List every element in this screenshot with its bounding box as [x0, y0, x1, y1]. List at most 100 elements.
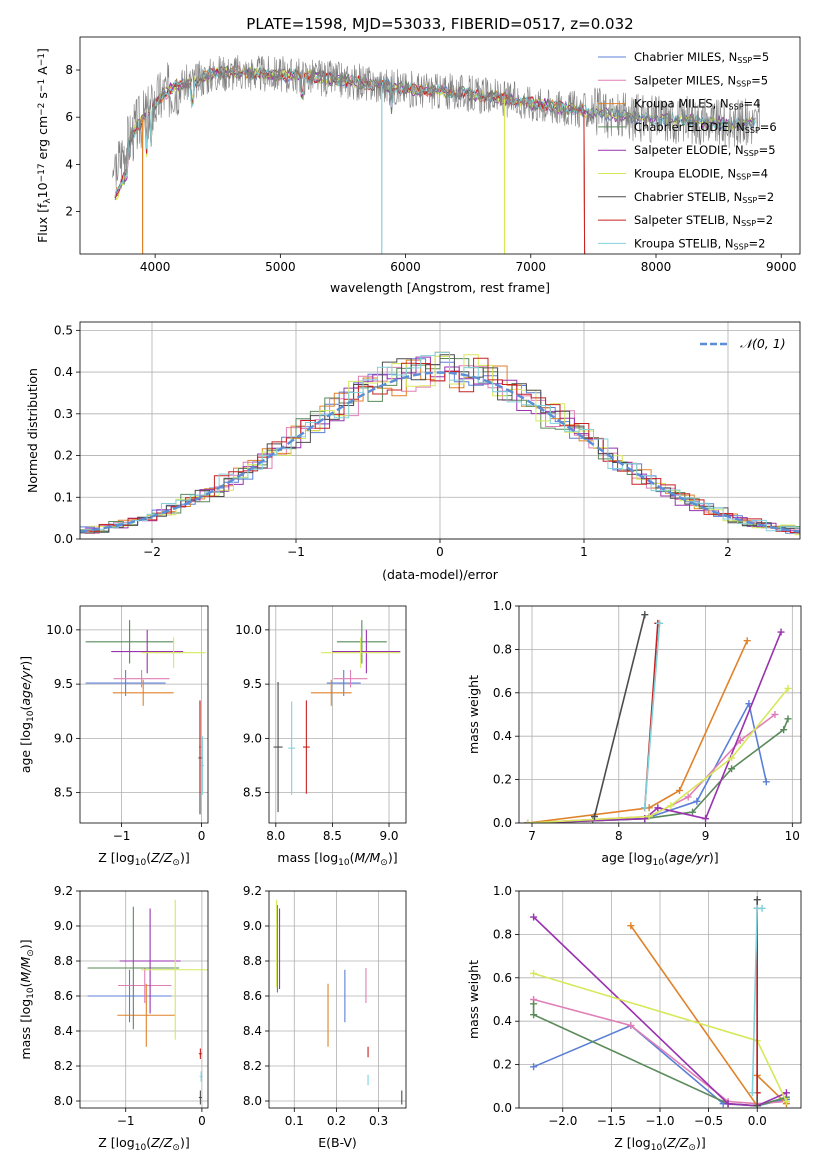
y-axis-label: mass weight: [466, 960, 481, 1039]
plot-area: [80, 351, 800, 536]
x-tick-label: 0.0: [748, 1114, 767, 1128]
y-tick-label: 10.0: [46, 623, 73, 637]
legend-label: Kroupa ELODIE, NSSP=4: [634, 167, 768, 182]
x-tick-label: 2: [724, 545, 732, 559]
axes-mass_vs_Z: −1 0 8.0 8.2 8.4 8.6 8.8 9.0 9.2 Z [log10(Z/Z⊙)] m…: [18, 884, 209, 1153]
marker-salpeter_elodie: [724, 1100, 732, 1108]
figure-title: PLATE=1598, MJD=53033, FIBERID=0517, z=0…: [246, 15, 633, 33]
y-tick-label: 0.4: [493, 1014, 512, 1028]
x-tick-label: 4000: [140, 260, 171, 274]
x-tick-label: 0.2: [327, 1114, 346, 1128]
axes-frame: [79, 890, 209, 1109]
x-tick-label: −2.0: [548, 1114, 577, 1128]
legend-label: Chabrier MILES, NSSP=5: [634, 50, 769, 65]
y-tick-label: 0.8: [493, 927, 512, 941]
y-tick-label: 6: [65, 110, 73, 124]
plot-area: [276, 899, 403, 1105]
x-tick-label: 0.3: [369, 1114, 388, 1128]
y-tick-label: 8.8: [243, 954, 262, 968]
x-tick-label: −0.5: [694, 1114, 723, 1128]
y-tick-label: 10.0: [235, 623, 262, 637]
legend-label: Kroupa STELIB, NSSP=2: [634, 236, 765, 251]
x-tick-label: −1: [287, 545, 305, 559]
x-tick-label: −2: [143, 545, 161, 559]
y-tick-label: 9.0: [54, 919, 73, 933]
axes-frame: [268, 605, 407, 824]
x-tick-label: 7000: [516, 260, 547, 274]
y-tick-label: 2: [65, 205, 73, 219]
marker-kroupa_elodie: [530, 969, 538, 977]
x-tick-label: 0: [436, 545, 444, 559]
marker-kroupa_stelib: [656, 619, 664, 627]
x-axis-label: Z [log10(Z/Z⊙)]: [98, 850, 189, 868]
x-tick-label: 9: [702, 829, 710, 843]
x-tick-label: 0: [198, 1114, 206, 1128]
marker-chabrier_elodie: [530, 1000, 538, 1008]
x-tick-label: 8.5: [323, 829, 342, 843]
y-tick-label: 0.8: [493, 642, 512, 656]
legend-label: Kroupa MILES, NSSP=4: [634, 97, 760, 112]
y-tick-label: 0.2: [54, 449, 73, 463]
marker-chabrier_stelib: [753, 896, 761, 904]
y-tick-label: 0.0: [54, 532, 73, 546]
marker-chabrier_miles: [693, 797, 701, 805]
x-tick-label: 8000: [641, 260, 672, 274]
y-tick-label: 8.2: [243, 1059, 262, 1073]
y-tick-label: 0.0: [493, 816, 512, 830]
legend: Chabrier MILES, NSSP=5 Salpeter MILES, NS…: [598, 50, 777, 252]
legend-label: 𝒩(0, 1): [740, 336, 786, 351]
y-tick-label: 0.6: [493, 686, 512, 700]
y-tick-label: 1.0: [493, 599, 512, 613]
axes-mass_weight_vs_age: 7 8 9 10 0.0 0.2 0.4 0.6 0.8 1.0 age [log10(age/yr…: [466, 599, 802, 868]
y-tick-label: 8.6: [54, 989, 73, 1003]
x-axis-label: age [log10(age/yr)]: [601, 850, 718, 868]
marker-salpeter_elodie: [654, 804, 662, 812]
hist-salpeter_stelib: [84, 357, 800, 533]
series-kroupa_stelib: [644, 623, 661, 808]
y-axis-label: mass weight: [466, 675, 481, 754]
normal-curve: [80, 371, 800, 533]
axes-frame: [268, 890, 407, 1109]
marker-kroupa_stelib: [748, 1089, 756, 1097]
marker-salpeter_miles: [684, 793, 692, 801]
axes-frame: [79, 36, 801, 255]
y-tick-label: 8.6: [243, 989, 262, 1003]
y-tick-label: 1.0: [493, 884, 512, 898]
marker-chabrier_miles: [762, 778, 770, 786]
y-axis-label: Flux [fλ10−17 erg cm−2 s−1 A−1]: [35, 48, 53, 243]
y-tick-label: 8.4: [54, 1024, 73, 1038]
x-tick-label: 9000: [766, 260, 797, 274]
axes-age_vs_Z: −1 0 8.5 9.0 9.5 10.0 Z [log10(Z/Z⊙)] age [log1…: [18, 605, 209, 868]
hist-chabrier_stelib: [80, 354, 800, 536]
y-tick-label: 9.2: [54, 884, 73, 898]
marker-chabrier_elodie: [530, 1011, 538, 1019]
y-tick-label: 0.6: [493, 971, 512, 985]
x-tick-label: 8: [615, 829, 623, 843]
marker-chabrier_stelib: [753, 1102, 761, 1108]
x-tick-label: −1: [113, 829, 131, 843]
y-tick-label: 8.5: [54, 786, 73, 800]
x-tick-label: 9.0: [379, 829, 398, 843]
x-tick-label: 1: [580, 545, 588, 559]
y-tick-label: 9.0: [54, 731, 73, 745]
plot-area: [273, 620, 401, 813]
marker-kroupa_miles: [676, 786, 684, 794]
marker-kroupa_elodie: [645, 812, 653, 820]
x-tick-label: 5000: [265, 260, 296, 274]
y-tick-label: 8.8: [54, 954, 73, 968]
y-tick-label: 0.4: [493, 729, 512, 743]
x-tick-label: 10: [785, 829, 800, 843]
axes-frame: [518, 890, 802, 1109]
marker-chabrier_miles: [530, 1063, 538, 1071]
y-tick-label: 9.5: [243, 677, 262, 691]
x-axis-label: E(B-V): [318, 1135, 357, 1150]
marker-salpeter_elodie: [530, 913, 538, 921]
series-chabrier_stelib: [593, 614, 646, 817]
axes-mass_vs_ebv: 0.1 0.2 0.3 8.0 8.2 8.4 8.6 8.8 9.0 9.2 E(B-V): [243, 884, 407, 1150]
plot-area: [85, 620, 206, 815]
x-tick-label: 8.0: [266, 829, 285, 843]
marker-chabrier_elodie: [784, 715, 792, 723]
x-tick-label: −1.5: [597, 1114, 626, 1128]
x-axis-label: (data-model)/error: [382, 567, 499, 582]
